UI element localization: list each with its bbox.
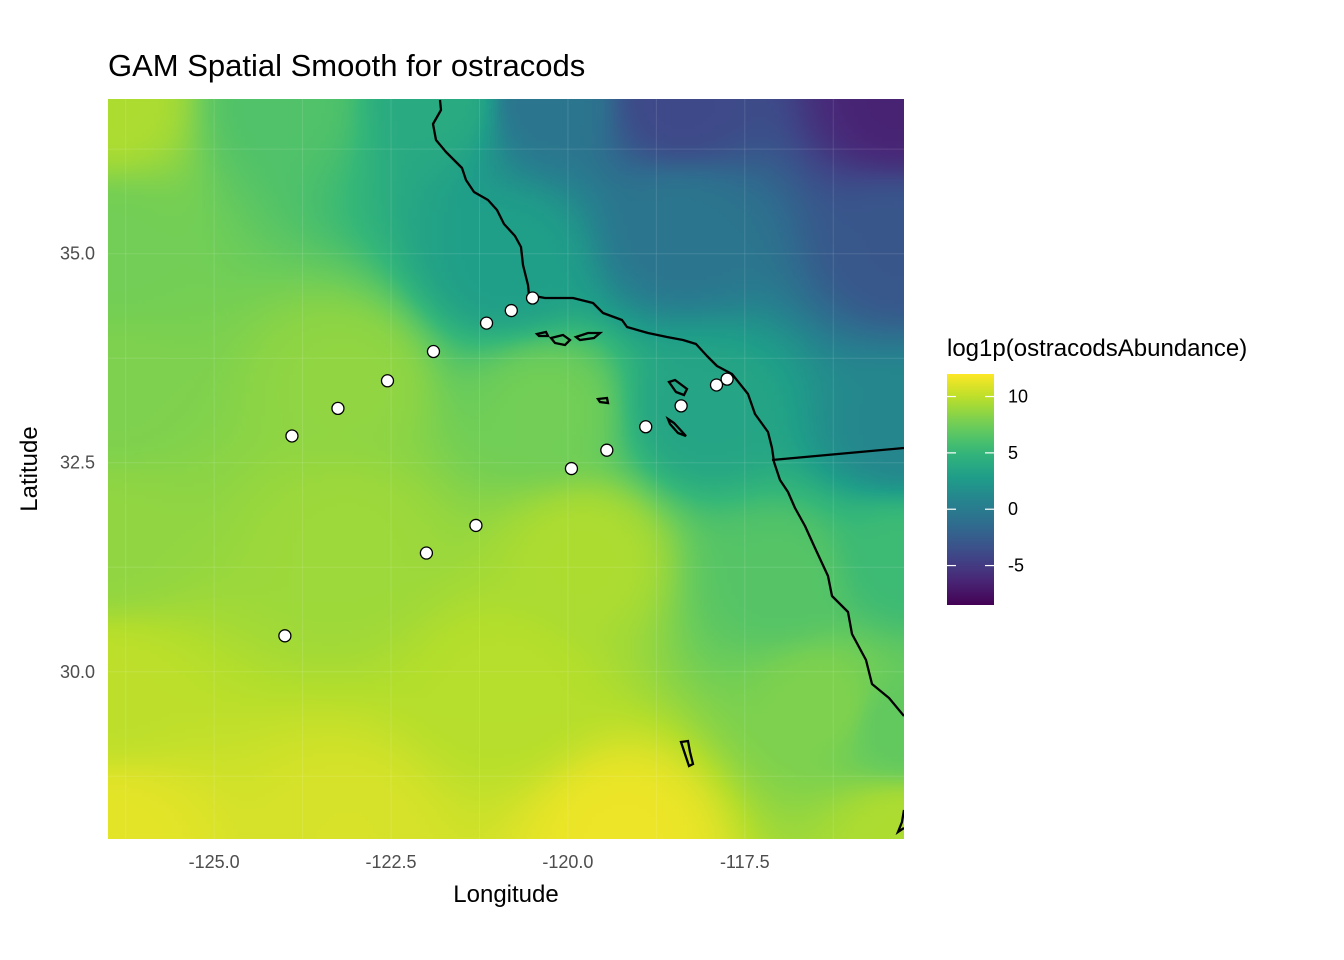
- station-point: [380, 374, 395, 388]
- station-point: [720, 372, 734, 386]
- station-point: [419, 546, 434, 560]
- x-tick-label: -125.0: [189, 852, 240, 872]
- station-point: [285, 429, 299, 443]
- x-axis-title: Longitude: [453, 881, 558, 908]
- island: [534, 330, 550, 338]
- station-point: [278, 629, 292, 643]
- y-axis-ticks: 30.0 32.5 35.0: [60, 244, 95, 682]
- station-point: [674, 399, 688, 413]
- island: [595, 396, 610, 405]
- island: [679, 739, 695, 768]
- y-tick-label: 32.5: [60, 453, 95, 473]
- mainland-coastline: [431, 99, 904, 717]
- island: [667, 378, 689, 397]
- sampling-stations: [278, 291, 734, 643]
- legend-tick-label: 10: [1008, 387, 1028, 407]
- island: [573, 331, 604, 342]
- x-tick-label: -117.5: [720, 852, 770, 872]
- station-point: [469, 518, 483, 533]
- station-point: [709, 378, 724, 392]
- legend-colorbar: [947, 374, 994, 605]
- x-tick-label: -120.0: [542, 852, 593, 872]
- legend-ticks: 10 5 0 -5: [947, 387, 1028, 576]
- legend-tick-label: 5: [1008, 443, 1018, 463]
- coastline: [431, 99, 904, 836]
- chart-title: GAM Spatial Smooth for ostracods: [108, 48, 585, 83]
- station-point: [600, 443, 614, 457]
- station-point: [331, 401, 345, 416]
- peninsula-fragment: [895, 809, 904, 836]
- island: [548, 333, 572, 347]
- station-point: [426, 344, 441, 359]
- station-point: [564, 461, 579, 476]
- legend-title: log1p(ostracodsAbundance): [947, 335, 1247, 362]
- station-point: [639, 420, 653, 434]
- y-axis-title: Latitude: [16, 426, 43, 511]
- x-axis-ticks: -125.0 -122.5 -120.0 -117.5: [189, 852, 770, 872]
- legend-tick-label: 0: [1008, 499, 1018, 519]
- heatmap-surface: [108, 99, 904, 839]
- plot-panel: [108, 99, 904, 839]
- y-tick-label: 35.0: [60, 244, 95, 264]
- station-point: [504, 303, 518, 318]
- color-legend: log1p(ostracodsAbundance) 10 5 0 -5: [947, 335, 1247, 605]
- island: [665, 415, 687, 438]
- border-line: [771, 446, 904, 462]
- x-tick-label: -122.5: [365, 852, 416, 872]
- y-tick-label: 30.0: [60, 662, 95, 682]
- station-point: [525, 291, 540, 305]
- legend-tick-label: -5: [1008, 556, 1024, 576]
- station-point: [479, 316, 494, 330]
